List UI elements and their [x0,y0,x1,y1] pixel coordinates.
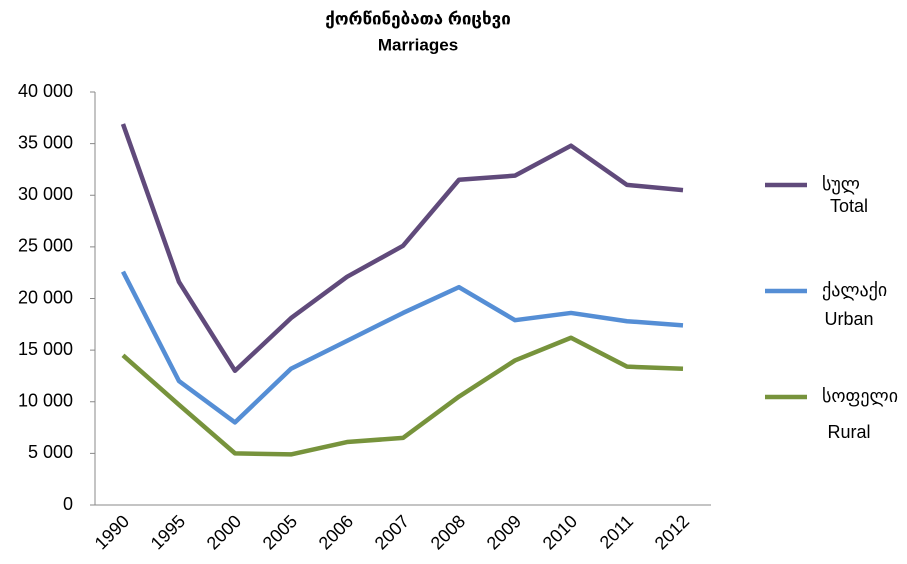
series-line [121,335,684,457]
x-tick-label: 1995 [147,511,189,553]
chart-subtitle: Marriages [378,35,458,54]
series-line [120,123,684,374]
legend-label-en: Urban [824,309,873,329]
legend-label-en: Rural [827,422,870,442]
y-tick-label: 5 000 [28,442,73,462]
y-tick-label: 35 000 [18,132,73,152]
y-tick-label: 0 [63,494,73,514]
y-tick-label: 25 000 [18,236,73,256]
x-tick-label: 2005 [259,511,301,553]
x-tick-label: 2012 [651,511,693,553]
x-tick-label: 2007 [371,511,413,553]
y-tick-label: 30 000 [18,184,73,204]
y-tick-label: 40 000 [18,81,73,101]
x-tick-label: 2011 [596,511,638,553]
legend-label: ქალაქი [822,280,887,300]
legend-label-en: Total [830,196,868,216]
x-tick-label: 2010 [539,511,581,553]
legend-label: სულ [822,174,860,194]
x-tick-label: 2006 [315,511,357,553]
x-tick-label: 2008 [427,511,469,553]
y-tick-label: 10 000 [18,391,73,411]
chart-title: ქორწინებათა რიცხვი [325,9,511,28]
series-line [120,270,684,425]
y-tick-label: 20 000 [18,287,73,307]
x-tick-label: 1990 [91,511,133,553]
x-tick-label: 2000 [203,511,245,553]
legend-label: სოფელი [822,386,898,406]
x-tick-label: 2009 [483,511,525,553]
y-tick-label: 15 000 [18,339,73,359]
